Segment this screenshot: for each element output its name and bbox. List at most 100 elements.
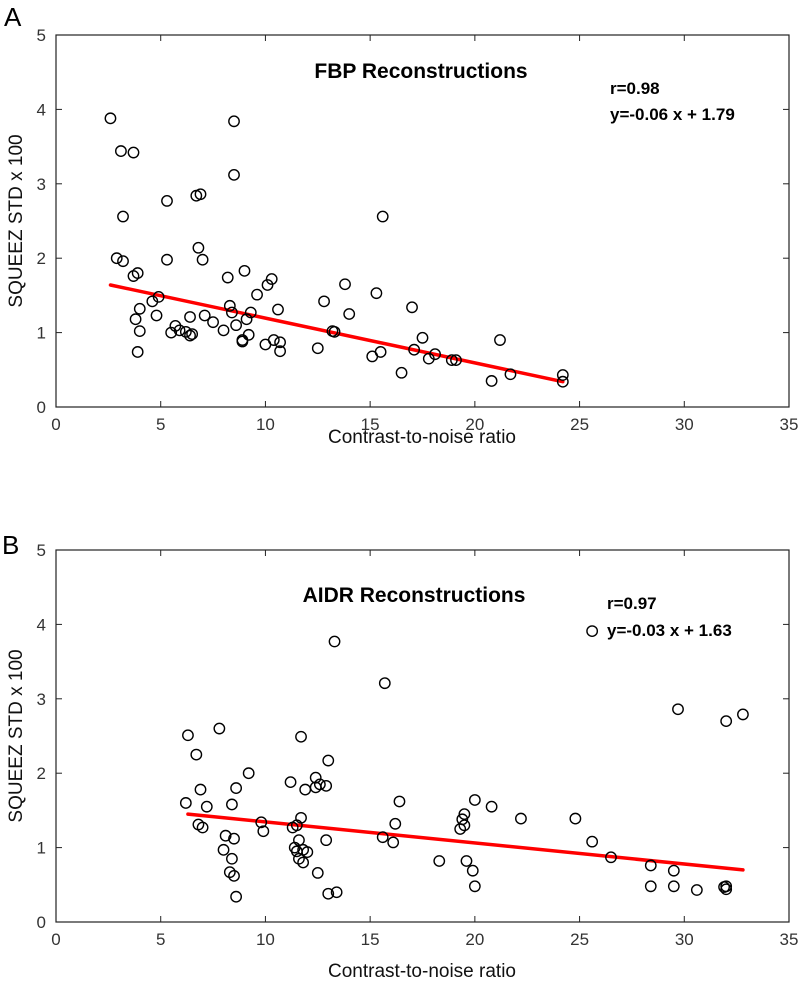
data-point	[667, 880, 680, 893]
data-point	[230, 319, 243, 332]
data-point	[468, 794, 481, 806]
data-point	[207, 316, 219, 329]
data-point	[265, 273, 278, 285]
y-tick-label: 0	[37, 398, 46, 417]
y-tick-label: 5	[37, 26, 46, 45]
data-point	[556, 375, 569, 388]
data-points-b	[179, 625, 749, 903]
data-point	[295, 730, 307, 743]
data-point	[309, 771, 322, 784]
data-point	[504, 368, 517, 381]
data-point	[458, 819, 471, 832]
data-point	[311, 342, 324, 355]
y-tick-label: 1	[37, 324, 46, 343]
data-point	[242, 328, 255, 341]
data-point	[515, 812, 527, 825]
data-point	[330, 886, 343, 899]
data-point	[320, 834, 333, 847]
data-point	[194, 783, 207, 796]
y-ticks-a: 0 1 2 3 4 5	[37, 26, 789, 417]
x-axis-label-a: Contrast-to-noise ratio	[328, 427, 516, 448]
data-point	[179, 325, 192, 338]
x-tick-label: 10	[256, 415, 275, 434]
data-point	[737, 708, 749, 721]
data-point	[192, 241, 205, 254]
annotation-eq-b: y=-0.03 x + 1.63	[607, 621, 732, 640]
x-tick-label: 15	[361, 415, 380, 434]
data-point	[161, 195, 173, 207]
annotation-eq-a: y=-0.06 x + 1.79	[610, 105, 735, 124]
data-point	[433, 855, 446, 867]
data-point	[255, 816, 268, 829]
data-point	[272, 303, 284, 316]
data-points-a	[104, 112, 569, 388]
data-point	[322, 754, 335, 767]
data-point	[238, 264, 251, 277]
data-point	[586, 835, 599, 848]
data-point	[720, 880, 733, 893]
data-point	[133, 325, 146, 338]
data-point	[406, 301, 418, 314]
annotation-r-b: r=0.97	[607, 594, 657, 613]
y-tick-label: 0	[37, 913, 46, 932]
data-point	[228, 168, 240, 181]
data-point	[228, 115, 240, 128]
x-tick-label: 30	[675, 930, 694, 949]
data-point	[328, 635, 341, 648]
y-tick-label: 4	[37, 615, 46, 634]
data-point	[196, 253, 209, 266]
data-point	[328, 325, 341, 338]
plot-area-a	[55, 34, 790, 408]
data-point	[605, 851, 617, 864]
y-axis-label-a: SQUEEZ STD x 100	[6, 134, 27, 307]
data-point	[720, 883, 733, 896]
data-point	[672, 703, 684, 716]
data-point	[217, 324, 230, 337]
data-point	[196, 821, 209, 834]
y-tick-label: 3	[37, 175, 46, 194]
data-point	[339, 278, 351, 291]
x-tick-label: 15	[361, 930, 380, 949]
data-point	[217, 843, 230, 856]
x-axis-label-b: Contrast-to-noise ratio	[328, 961, 516, 982]
data-point	[190, 748, 203, 761]
data-point	[104, 112, 117, 125]
data-point	[228, 832, 240, 845]
data-point	[313, 778, 326, 791]
data-point	[274, 336, 286, 349]
y-tick-label: 1	[37, 839, 46, 858]
data-point	[720, 715, 733, 728]
panel-label-a: A	[4, 2, 22, 32]
x-tick-label: 0	[51, 415, 60, 434]
data-point	[152, 290, 165, 303]
data-point	[556, 369, 569, 381]
data-point	[416, 331, 429, 344]
data-point	[274, 345, 286, 358]
data-point	[445, 354, 458, 367]
x-tick-label: 5	[156, 930, 165, 949]
plot-area-b	[55, 549, 790, 923]
data-point	[257, 825, 270, 838]
data-point	[117, 255, 129, 268]
x-tick-label: 20	[465, 415, 484, 434]
y-tick-label: 2	[37, 764, 46, 783]
data-point	[182, 729, 194, 742]
x-tick-label: 25	[570, 415, 589, 434]
y-axis-label-b: SQUEEZ STD x 100	[6, 649, 27, 822]
data-point	[458, 808, 471, 821]
data-point	[293, 834, 305, 847]
data-point	[230, 782, 243, 794]
data-point	[468, 880, 481, 893]
data-point	[460, 855, 473, 867]
data-point	[150, 309, 163, 322]
data-point	[376, 210, 389, 223]
data-point	[494, 334, 506, 346]
data-point	[393, 795, 406, 808]
y-tick-label: 3	[37, 690, 46, 709]
x-tick-label: 5	[156, 415, 165, 434]
data-point	[161, 253, 173, 266]
data-point	[230, 890, 243, 903]
data-point	[223, 866, 236, 879]
data-point	[311, 866, 324, 879]
